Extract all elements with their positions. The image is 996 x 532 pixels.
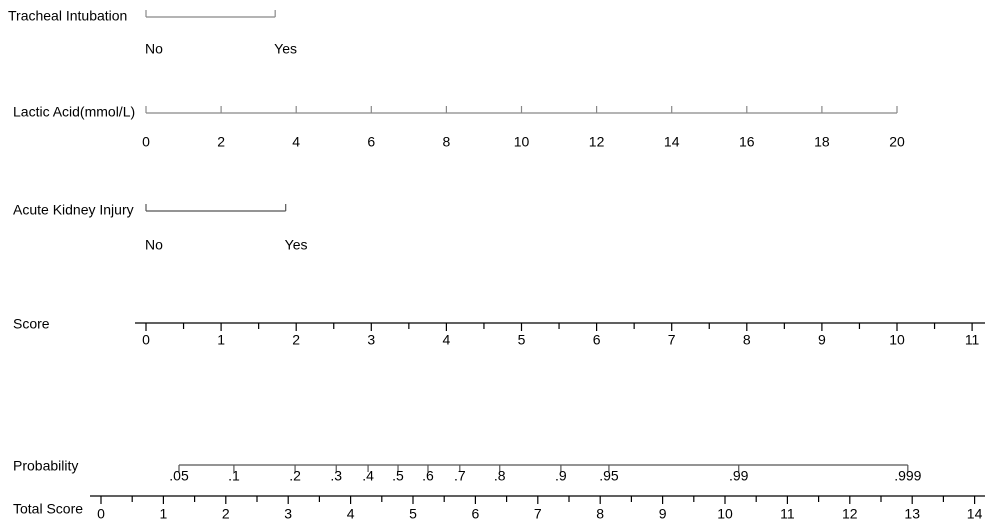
tick-label: 10	[514, 134, 530, 150]
tick-label: .8	[494, 468, 506, 484]
tick-label: No	[145, 237, 163, 253]
tick-label: 3	[284, 506, 292, 522]
row-label: Lactic Acid(mmol/L)	[13, 104, 135, 120]
row-label: Score	[13, 316, 50, 332]
tick-label: 16	[739, 134, 755, 150]
row-label: Acute Kidney Injury	[13, 202, 134, 218]
tick-label: Yes	[274, 41, 297, 57]
tick-label: 0	[97, 506, 105, 522]
tick-label: 7	[668, 332, 676, 348]
tick-label: 9	[659, 506, 667, 522]
row-label: Tracheal Intubation	[8, 8, 127, 24]
tick-label: 2	[292, 332, 300, 348]
tick-label: 6	[593, 332, 601, 348]
tick-label: 18	[814, 134, 830, 150]
tick-label: 2	[222, 506, 230, 522]
tick-label: 12	[589, 134, 605, 150]
tick-label: .5	[392, 468, 404, 484]
tick-label: .9	[555, 468, 567, 484]
tick-label: .7	[454, 468, 466, 484]
tick-label: Yes	[285, 237, 308, 253]
tick-label: .95	[599, 468, 619, 484]
tick-label: 10	[889, 332, 905, 348]
tick-label: 11	[965, 332, 980, 348]
tick-label: 6	[472, 506, 480, 522]
tick-label: No	[145, 41, 163, 57]
tick-label: 4	[292, 134, 300, 150]
tick-label: .999	[894, 468, 921, 484]
tick-label: 11	[780, 506, 795, 522]
tick-label: 20	[889, 134, 905, 150]
tick-label: .99	[729, 468, 749, 484]
tick-label: 1	[160, 506, 168, 522]
tick-label: 13	[904, 506, 920, 522]
tick-label: .1	[228, 468, 240, 484]
tick-label: 8	[443, 134, 451, 150]
tick-label: 8	[596, 506, 604, 522]
tick-label: 9	[818, 332, 826, 348]
tick-label: 7	[534, 506, 542, 522]
row-label: Probability	[13, 458, 78, 474]
tick-label: .2	[289, 468, 301, 484]
tick-label: 6	[367, 134, 375, 150]
tick-label: 10	[717, 506, 733, 522]
tick-label: .4	[362, 468, 374, 484]
tick-label: 14	[967, 506, 983, 522]
tick-label: 0	[142, 332, 150, 348]
tick-label: 14	[664, 134, 680, 150]
tick-label: 4	[443, 332, 451, 348]
tick-label: .3	[330, 468, 342, 484]
tick-label: .05	[169, 468, 189, 484]
tick-label: 3	[367, 332, 375, 348]
row-label: Total Score	[13, 501, 83, 517]
tick-label: 12	[842, 506, 858, 522]
tick-label: 5	[518, 332, 526, 348]
tick-label: 1	[217, 332, 225, 348]
tick-label: 8	[743, 332, 751, 348]
tick-label: .6	[422, 468, 434, 484]
tick-label: 4	[347, 506, 355, 522]
tick-label: 2	[217, 134, 225, 150]
tick-label: 5	[409, 506, 417, 522]
tick-label: 0	[142, 134, 150, 150]
